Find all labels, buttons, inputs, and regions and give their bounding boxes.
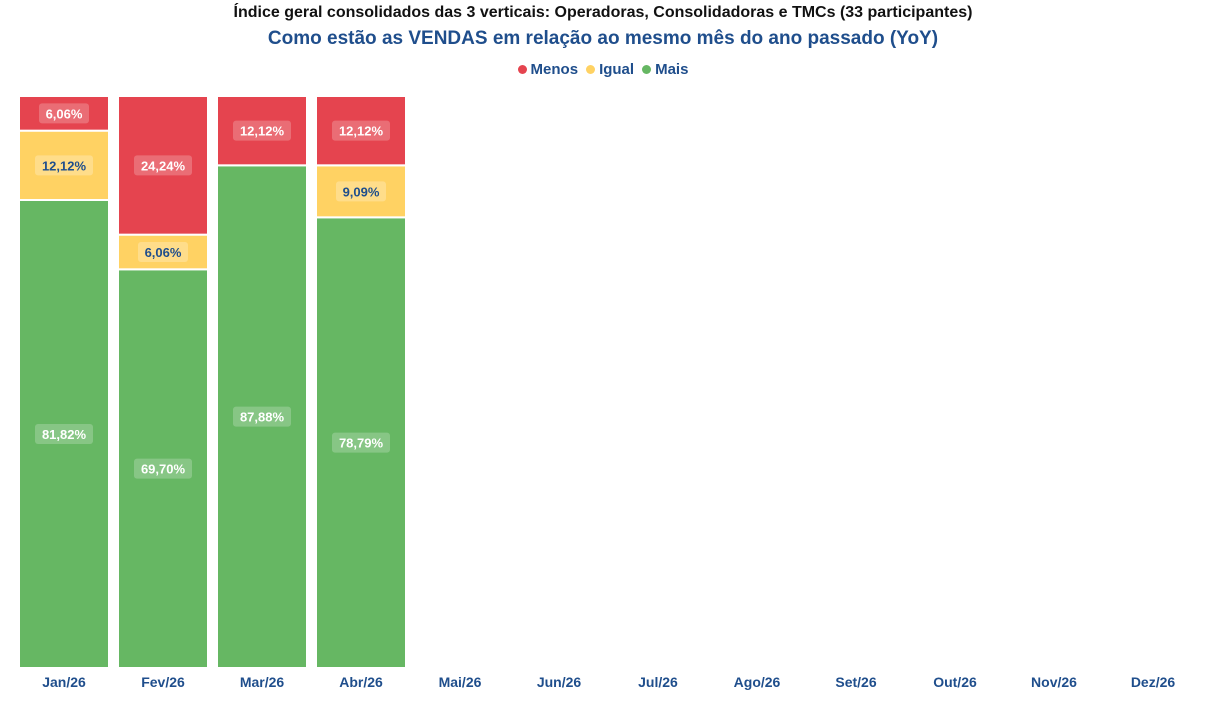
x-tick-label-mar-26: Mar/26 <box>240 674 285 690</box>
data-label-bg-mais-fev-26 <box>134 458 192 479</box>
x-tick-label-jun-26: Jun/26 <box>537 674 582 690</box>
legend-swatch-mais <box>642 65 652 74</box>
data-label-bg-menos-mar-26 <box>233 120 291 141</box>
data-label-bg-menos-fev-26 <box>134 155 192 176</box>
x-tick-label-set-26: Set/26 <box>835 674 876 690</box>
data-label-igual-fev-26: 6,06% <box>145 245 182 260</box>
legend-label-mais: Mais <box>655 61 689 78</box>
bar-igual-abr-26 <box>315 164 407 219</box>
legend-label-igual: Igual <box>599 61 635 78</box>
chart-title: Índice geral consolidados das 3 verticai… <box>233 4 973 21</box>
bar-menos-fev-26 <box>117 95 209 236</box>
x-tick-label-dez-26: Dez/26 <box>1131 674 1176 690</box>
data-label-igual-jan-26: 12,12% <box>42 158 87 173</box>
data-label-menos-fev-26: 24,24% <box>141 158 186 173</box>
data-label-mais-mar-26: 87,88% <box>240 410 285 425</box>
x-tick-label-nov-26: Nov/26 <box>1031 674 1077 690</box>
legend-item-igual: Igual <box>586 61 634 78</box>
bar-menos-abr-26 <box>315 95 407 167</box>
data-label-bg-igual-fev-26 <box>138 241 188 262</box>
x-tick-label-fev-26: Fev/26 <box>141 674 185 690</box>
x-tick-label-jul-26: Jul/26 <box>638 674 678 690</box>
legend-swatch-igual <box>586 65 596 74</box>
data-label-menos-jan-26: 6,06% <box>46 106 83 121</box>
data-label-bg-igual-abr-26 <box>336 181 386 202</box>
bar-mais-mar-26 <box>216 164 308 670</box>
bar-mais-fev-26 <box>117 268 209 669</box>
x-tick-label-abr-26: Abr/26 <box>339 674 383 690</box>
legend: Menos Igual Mais <box>0 61 1206 78</box>
data-label-menos-mar-26: 12,12% <box>240 124 285 139</box>
data-label-mais-jan-26: 81,82% <box>42 427 87 442</box>
x-tick-label-out-26: Out/26 <box>933 674 977 690</box>
bar-igual-jan-26 <box>18 129 110 201</box>
bar-mais-jan-26 <box>18 198 110 669</box>
legend-label-menos: Menos <box>530 61 579 78</box>
data-label-mais-abr-26: 78,79% <box>339 436 384 451</box>
legend-swatch-menos <box>517 65 527 74</box>
bar-menos-mar-26 <box>216 95 308 167</box>
chart-subtitle: Como estão as VENDAS em relação ao mesmo… <box>267 28 939 49</box>
x-tick-label-mai-26: Mai/26 <box>439 674 482 690</box>
data-label-mais-fev-26: 69,70% <box>141 462 186 477</box>
bar-mais-abr-26 <box>315 216 407 669</box>
data-label-bg-igual-jan-26 <box>35 155 93 176</box>
data-label-bg-mais-abr-26 <box>332 432 390 453</box>
bar-menos-jan-26 <box>18 95 110 132</box>
data-label-bg-mais-mar-26 <box>233 406 291 427</box>
legend-item-mais: Mais <box>642 61 688 78</box>
legend-item-menos: Menos <box>517 61 579 78</box>
x-tick-label-ago-26: Ago/26 <box>734 674 781 690</box>
data-label-bg-menos-abr-26 <box>332 120 390 141</box>
data-label-bg-mais-jan-26 <box>35 423 93 444</box>
bar-igual-fev-26 <box>117 233 209 271</box>
data-label-igual-abr-26: 9,09% <box>343 184 380 199</box>
data-label-menos-abr-26: 12,12% <box>339 124 384 139</box>
data-label-bg-menos-jan-26 <box>39 103 89 124</box>
x-tick-label-jan-26: Jan/26 <box>42 674 86 690</box>
